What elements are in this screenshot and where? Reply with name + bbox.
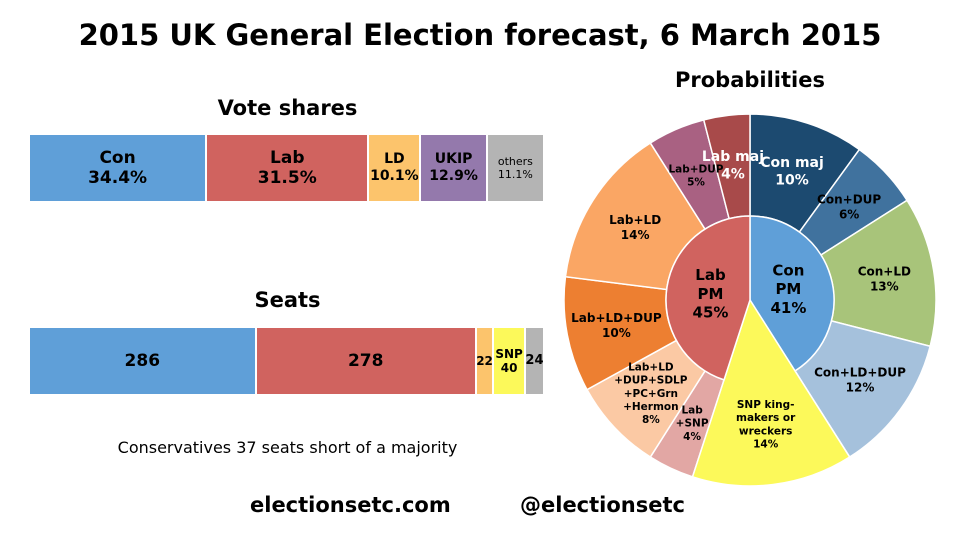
bar-segment-con: 286 — [30, 328, 257, 394]
bar-segment-snp: SNP 40 — [494, 328, 526, 394]
bar-segment-con: Con 34.4% — [30, 135, 208, 201]
pie-outer-label: Lab+LD 14% — [609, 213, 661, 242]
bar-label: 22 — [476, 353, 493, 368]
bar-label: UKIP — [434, 151, 473, 168]
bar-segment-lab: Lab 31.5% — [207, 135, 370, 201]
seats-title: Seats — [254, 288, 321, 312]
pie-outer-label: Con+LD+DUP 12% — [814, 366, 906, 395]
bar-segment-ld: LD 10.1% — [369, 135, 422, 201]
seats-annotation: Conservatives 37 seats short of a majori… — [117, 438, 458, 457]
bar-label: Lab — [270, 147, 305, 168]
bar-segment-ukip: UKIP 12.9% — [421, 135, 488, 201]
seats-bar: 286 278 22 SNP 40 24 — [30, 328, 545, 394]
bar-label: 10.1% — [370, 168, 419, 184]
footer-site[interactable]: electionsetc.com — [250, 493, 451, 517]
bar-label: 31.5% — [257, 168, 317, 188]
bar-label: 286 — [124, 350, 161, 371]
bar-label: Con — [99, 147, 136, 168]
bar-segment-others: others 11.1% — [487, 135, 545, 201]
pie-outer-label: Con maj 10% — [760, 155, 824, 189]
bar-label: 34.4% — [88, 168, 148, 188]
bar-label: SNP — [495, 346, 523, 361]
bar-label: others — [497, 154, 533, 168]
pie-outer-label: Con+DUP 6% — [817, 193, 881, 222]
pie-inner-snp — [691, 298, 851, 487]
probabilities-title: Probabilities — [675, 68, 825, 92]
bar-segment-ld: 22 — [476, 328, 495, 394]
pie-outer-label: Lab+DUP 5% — [668, 163, 723, 188]
bar-segment-others: 24 — [525, 328, 545, 394]
bar-label: 11.1% — [497, 168, 533, 181]
bar-label: LD — [384, 151, 405, 168]
pie-outer-label: SNP king-makers or wreckers 14% — [736, 399, 796, 450]
pie-inner-label: Lab PM 45% — [693, 266, 729, 322]
pie-inner-lab-pm — [665, 215, 751, 381]
pie-outer-label: Lab maj 4% — [702, 149, 764, 183]
bar-label: 12.9% — [429, 168, 478, 184]
pie-outer-label: Lab+LD +DUP+SDLP +PC+Grn +Hermon 8% — [614, 362, 688, 427]
bar-label: 24 — [525, 353, 544, 369]
bar-label: 278 — [347, 350, 384, 371]
pie-outer-label: Con+LD 13% — [858, 264, 911, 293]
vote-shares-bar: Con 34.4% Lab 31.5% LD 10.1% UKIP 12.9% others 11… — [30, 135, 545, 201]
footer-twitter[interactable]: @electionsetc — [520, 493, 685, 517]
pie-inner-label: Con PM 41% — [770, 261, 806, 317]
pie-outer-label: Lab +SNP 4% — [676, 405, 709, 443]
chart-title: 2015 UK General Election forecast, 6 Mar… — [78, 18, 882, 52]
pie-outer-label: Lab+LD+DUP 10% — [571, 311, 662, 340]
bar-segment-lab: 278 — [256, 328, 477, 394]
bar-label: 40 — [500, 361, 518, 375]
vote-shares-title: Vote shares — [217, 96, 358, 120]
